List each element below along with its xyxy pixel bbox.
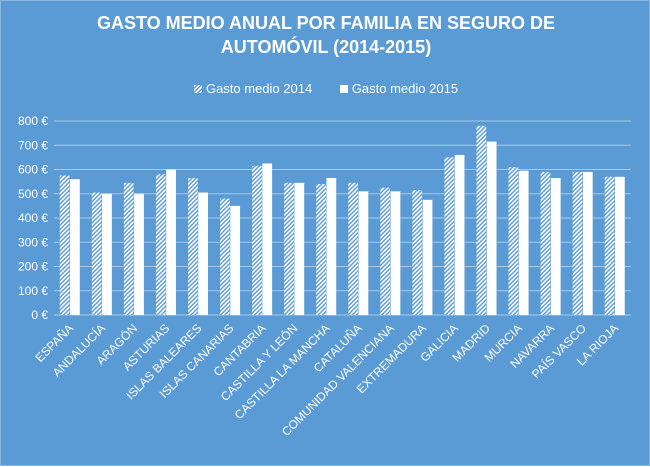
bar-2015 (230, 205, 241, 315)
bar-2015 (582, 171, 593, 315)
bar-2014 (444, 157, 455, 315)
bar-2015 (486, 141, 497, 315)
y-tick-label: 0 € (31, 308, 48, 322)
bar-2014 (508, 167, 519, 315)
bar-2014 (476, 125, 487, 315)
bar-2014 (220, 198, 230, 315)
bar-2014 (155, 174, 166, 315)
bar-2014 (540, 171, 551, 315)
y-tick-label: 400 € (18, 211, 48, 225)
y-tick-label: 300 € (18, 235, 48, 249)
bar-2015 (134, 193, 144, 315)
bar-2015 (550, 177, 561, 315)
bar-2015 (390, 191, 401, 315)
bar-2014 (123, 182, 134, 315)
bar-2015 (358, 191, 369, 315)
bar-2014 (187, 177, 198, 315)
bar-2015 (326, 177, 337, 315)
legend-item-2015: Gasto medio 2015 (339, 81, 459, 96)
bar-2014 (348, 182, 359, 315)
bar-2015 (102, 193, 112, 315)
bar-2015 (454, 154, 465, 315)
bar-2014 (91, 192, 102, 315)
y-tick-label: 800 € (18, 114, 48, 128)
y-tick-label: 200 € (18, 260, 48, 274)
bar-2014 (59, 175, 70, 315)
legend-label-2014: Gasto medio 2014 (205, 81, 313, 96)
bar-2015 (518, 170, 529, 315)
bar-2015 (422, 199, 433, 315)
y-tick-label: 600 € (18, 163, 48, 177)
bar-2015 (614, 176, 625, 315)
legend: Gasto medio 2014 Gasto medio 2015 (1, 81, 650, 96)
bar-2015 (294, 182, 305, 315)
bar-2015 (70, 179, 80, 315)
y-tick-label: 500 € (18, 187, 48, 201)
bar-2014 (252, 165, 262, 315)
chart-title: GASTO MEDIO ANUAL POR FAMILIA EN SEGURO … (96, 13, 556, 57)
legend-item-2014: Gasto medio 2014 (193, 81, 313, 96)
y-tick-label: 700 € (18, 138, 48, 152)
legend-label-2015: Gasto medio 2015 (351, 81, 459, 96)
bar-2014 (316, 184, 326, 315)
bar-2014 (604, 176, 615, 315)
bar-2014 (572, 171, 583, 315)
legend-swatch-solid (339, 85, 348, 93)
bar-2014 (412, 190, 423, 315)
legend-swatch-hatched (193, 85, 202, 93)
bar-2014 (284, 182, 294, 315)
bar-2014 (380, 187, 391, 315)
bar-2015 (166, 169, 176, 315)
bar-2015 (198, 192, 209, 315)
y-tick-label: 100 € (18, 284, 48, 298)
bar-2015 (262, 163, 273, 315)
